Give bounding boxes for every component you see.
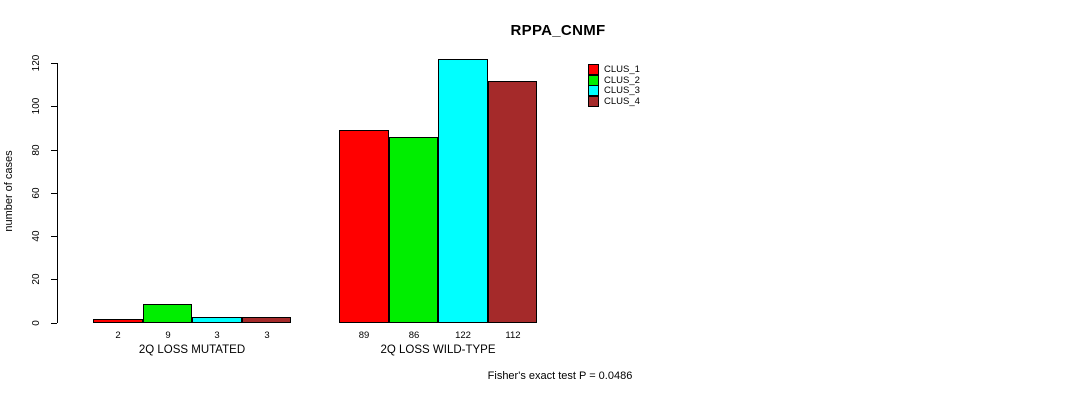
y-axis-tick xyxy=(51,106,57,107)
y-axis-tick xyxy=(51,279,57,280)
x-category-label: 2Q LOSS MUTATED xyxy=(138,344,246,356)
bar-value-label: 112 xyxy=(505,330,521,341)
bar-clus_1-2 xyxy=(339,130,389,323)
y-axis-tick xyxy=(51,150,57,151)
footnote-text: Fisher's exact test P = 0.0486 xyxy=(487,370,633,382)
bar-clus_3-1 xyxy=(192,317,242,323)
bar-value-label: 86 xyxy=(408,330,420,341)
legend-label: CLUS_1 xyxy=(604,64,640,75)
y-axis-tick xyxy=(51,236,57,237)
bar-clus_2-1 xyxy=(143,304,192,323)
bar-value-label: 3 xyxy=(264,330,270,341)
bar-value-label: 9 xyxy=(165,330,171,341)
bar-value-label: 3 xyxy=(214,330,220,341)
legend-swatch-icon xyxy=(588,85,599,97)
legend-label: CLUS_2 xyxy=(604,74,640,86)
y-axis-line xyxy=(57,63,58,323)
legend-label: CLUS_3 xyxy=(604,85,640,97)
bar-value-label: 89 xyxy=(358,330,370,341)
bar-clus_4-1 xyxy=(242,317,291,323)
chart-title: RPPA_CNMF xyxy=(510,22,606,39)
y-axis-label: number of cases xyxy=(3,150,15,232)
bar-clus_2-2 xyxy=(389,137,438,323)
legend-swatch-icon xyxy=(588,74,599,86)
bar-value-label: 2 xyxy=(115,330,121,341)
legend-label: CLUS_4 xyxy=(604,96,640,108)
y-axis-tick-label: 80 xyxy=(31,144,42,156)
legend-item-clus_3: CLUS_3 xyxy=(588,85,640,97)
legend-item-clus_4: CLUS_4 xyxy=(588,96,640,108)
y-axis-tick xyxy=(51,63,57,64)
y-axis-tick-label: 100 xyxy=(31,97,42,115)
y-axis-tick-label: 0 xyxy=(31,320,42,326)
legend-swatch-icon xyxy=(588,96,599,108)
legend-item-clus_2: CLUS_2 xyxy=(588,74,640,86)
y-axis-tick xyxy=(51,193,57,194)
y-axis-tick xyxy=(51,323,57,324)
bar-clus_3-2 xyxy=(438,59,488,323)
x-category-label: 2Q LOSS WILD-TYPE xyxy=(380,344,496,356)
y-axis-tick-label: 60 xyxy=(31,187,42,199)
y-axis-tick-label: 120 xyxy=(31,54,42,72)
legend-swatch-icon xyxy=(588,64,599,75)
legend-item-clus_1: CLUS_1 xyxy=(588,64,640,75)
bar-value-label: 122 xyxy=(455,330,471,341)
y-axis-tick-label: 40 xyxy=(31,230,42,242)
bar-clus_1-1 xyxy=(93,319,143,323)
bar-clus_4-2 xyxy=(488,81,537,323)
y-axis-tick-label: 20 xyxy=(31,273,42,285)
